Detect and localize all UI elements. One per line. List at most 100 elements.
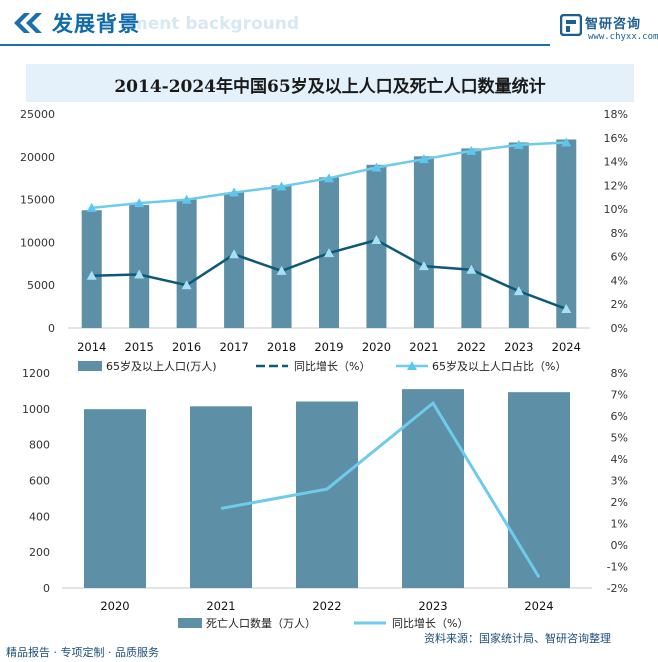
y-tick-label: 20000 (20, 151, 55, 164)
x-tick-label: 2024 (524, 599, 553, 613)
line-point (561, 303, 572, 313)
y-tick-label: 200 (29, 546, 50, 559)
legend-swatch-bar (178, 618, 202, 628)
y-tick-label: 600 (29, 475, 50, 488)
y2-tick-label: 16% (604, 132, 628, 145)
line-point (181, 194, 192, 204)
line-point (466, 264, 477, 274)
bar (296, 401, 358, 588)
chart-title: 2014-2024年中国65岁及以上人口及死亡人口数量统计 (114, 77, 546, 97)
line-point (181, 280, 192, 290)
y-tick-label: 1200 (22, 367, 50, 380)
y2-tick-label: 10% (604, 203, 628, 216)
line-point (466, 145, 477, 155)
line-point (513, 139, 524, 149)
y2-tick-label: 14% (604, 156, 628, 169)
y-tick-label: 5000 (27, 279, 55, 292)
x-tick-label: 2024 (552, 340, 581, 354)
line-point (324, 248, 334, 258)
y2-tick-label: 3% (611, 475, 628, 488)
bar (190, 406, 252, 588)
x-tick-label: 2020 (100, 599, 129, 613)
y2-tick-label: 1% (611, 518, 628, 531)
header-subtitle: ment background (130, 14, 300, 34)
line-point (418, 154, 429, 164)
bar (556, 139, 577, 328)
legend-label: 65岁及以上人口(万人) (106, 359, 217, 373)
x-tick-label: 2016 (172, 340, 201, 354)
x-tick-label: 2017 (219, 340, 248, 354)
line-point (513, 286, 524, 296)
legend-label: 65岁及以上人口占比（%） (432, 359, 566, 373)
x-tick-label: 2022 (312, 599, 341, 613)
y2-tick-label: 4% (611, 274, 628, 287)
line-point (86, 270, 97, 280)
brand-url: www.chyxx.com (588, 32, 658, 42)
line-point (276, 265, 287, 275)
y2-tick-label: 0% (611, 539, 628, 552)
source-note: 资料来源：国家统计局、智研咨询整理 (424, 632, 611, 645)
line-point (561, 137, 572, 147)
line-point (229, 187, 240, 197)
x-tick-label: 2023 (504, 340, 533, 354)
x-tick-label: 2015 (125, 340, 154, 354)
y2-tick-label: 8% (611, 367, 628, 380)
legend-swatch-bar (78, 361, 102, 371)
line-point (324, 173, 334, 183)
line-point (134, 269, 145, 279)
x-tick-label: 2022 (457, 340, 486, 354)
bar (402, 389, 464, 588)
y2-tick-label: 6% (611, 410, 628, 423)
bar (129, 204, 150, 328)
bar (508, 392, 570, 588)
header-divider (0, 44, 550, 46)
x-tick-label: 2019 (314, 340, 343, 354)
bar (81, 210, 102, 328)
bar (508, 142, 529, 328)
x-tick-label: 2021 (206, 599, 235, 613)
bar (176, 199, 197, 328)
bar (461, 148, 482, 328)
y2-tick-label: 12% (604, 179, 628, 192)
page-header: ment background 发展背景 智研咨询 www.chyxx.com (0, 0, 658, 54)
bar (366, 164, 387, 328)
y2-tick-label: 2% (611, 298, 628, 311)
legend-label: 同比增长（%） (294, 359, 370, 373)
y2-tick-label: 0% (611, 322, 628, 335)
double-chevron-icon (14, 13, 42, 33)
y-tick-label: 15000 (20, 194, 55, 207)
y-tick-label: 1000 (22, 403, 50, 416)
y-tick-label: 0 (48, 322, 55, 335)
y2-tick-label: 6% (611, 251, 628, 264)
footer-tagline: 精品报告 · 专项定制 · 品质服务 (6, 646, 159, 659)
bar (84, 409, 146, 588)
title-band (26, 64, 634, 102)
y-tick-label: 25000 (20, 108, 55, 121)
y-tick-label: 400 (29, 510, 50, 523)
bar (224, 192, 245, 328)
y2-tick-label: -2% (607, 582, 628, 595)
y-tick-label: 0 (43, 582, 50, 595)
x-tick-label: 2018 (267, 340, 296, 354)
y2-tick-label: 4% (611, 453, 628, 466)
line-point (371, 162, 382, 172)
series-line-death-growth (220, 400, 541, 579)
y-tick-label: 10000 (20, 236, 55, 249)
legend-marker (407, 361, 417, 370)
x-tick-label: 2021 (409, 340, 438, 354)
header-title: 发展背景 (52, 12, 140, 36)
y2-tick-label: 7% (611, 389, 628, 402)
line-point (134, 198, 145, 208)
bar (271, 185, 292, 328)
legend-label: 同比增长（%） (392, 616, 468, 630)
x-tick-label: 2020 (362, 340, 391, 354)
line-point (418, 261, 429, 271)
bar (413, 156, 434, 328)
x-tick-label: 2023 (418, 599, 447, 613)
line-point (276, 181, 287, 191)
y2-tick-label: 5% (611, 432, 628, 445)
line-point (86, 202, 97, 212)
line-point (229, 249, 240, 259)
line-point (371, 235, 382, 245)
